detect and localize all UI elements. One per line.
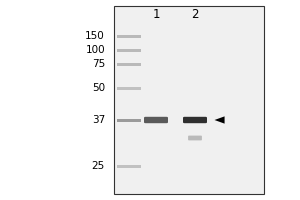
Text: 25: 25 <box>92 161 105 171</box>
Bar <box>117 35 141 38</box>
Text: 75: 75 <box>92 59 105 69</box>
Text: 100: 100 <box>85 45 105 55</box>
Bar <box>117 165 141 168</box>
Text: 50: 50 <box>92 83 105 93</box>
FancyBboxPatch shape <box>183 117 207 123</box>
Bar <box>114 6 264 194</box>
Text: 37: 37 <box>92 115 105 125</box>
Text: 2: 2 <box>191 8 199 21</box>
Text: 1: 1 <box>152 8 160 21</box>
Bar <box>117 87 141 90</box>
Bar <box>117 49 141 52</box>
Bar <box>117 119 141 122</box>
Polygon shape <box>214 116 225 124</box>
FancyBboxPatch shape <box>144 117 168 123</box>
Text: 150: 150 <box>85 31 105 41</box>
Bar <box>117 63 141 66</box>
FancyBboxPatch shape <box>188 136 202 140</box>
